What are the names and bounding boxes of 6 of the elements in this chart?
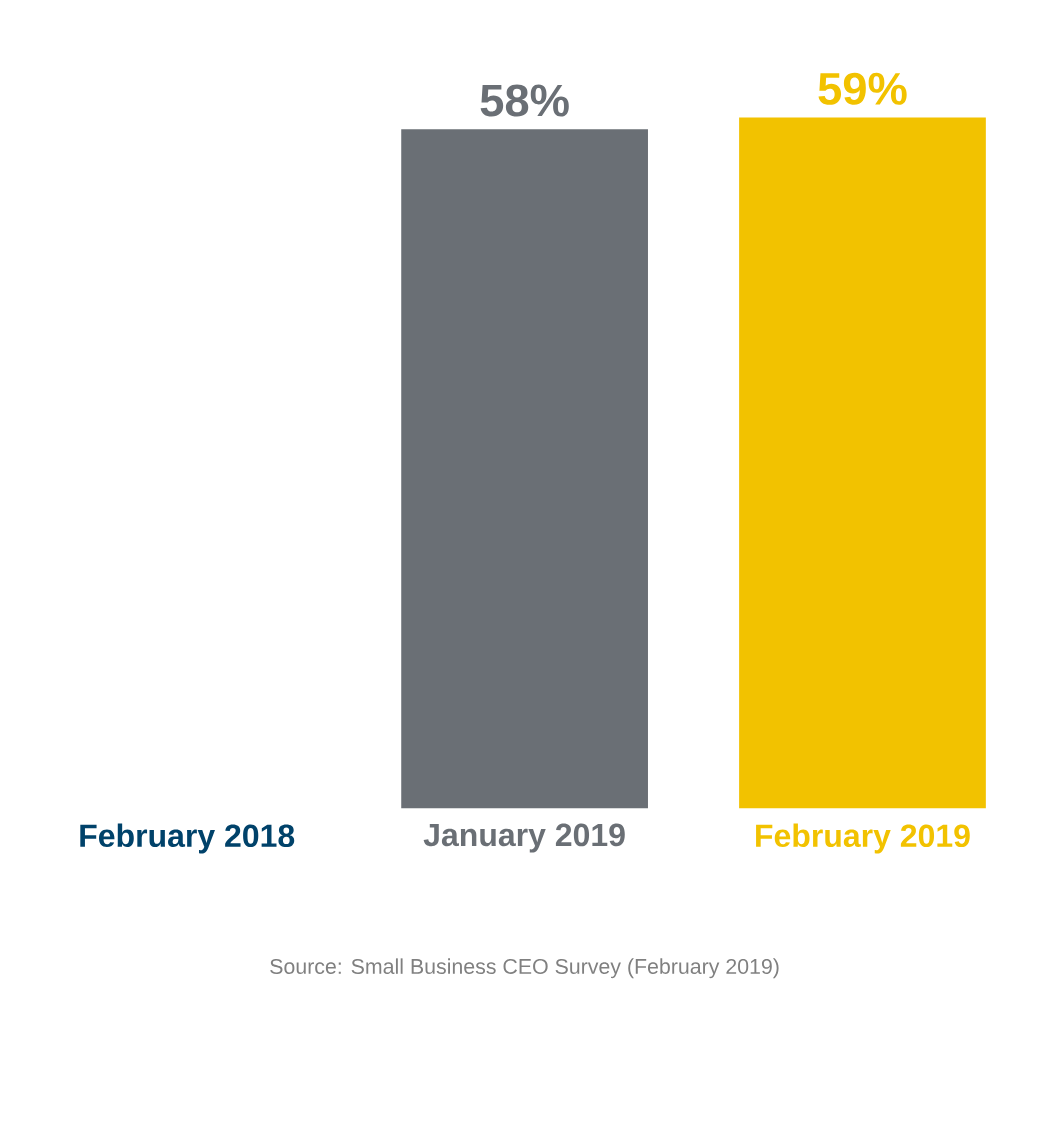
x-tick-label: February 2019: [756, 823, 970, 854]
data-label: 58%: [480, 84, 569, 117]
data-label: 59%: [818, 72, 907, 105]
x-tick-label: February 2018: [80, 823, 295, 854]
x-tick-label: January 2019: [423, 823, 625, 853]
source-note: Source: Small Business CEO Survey (February 2019): [270, 958, 779, 979]
